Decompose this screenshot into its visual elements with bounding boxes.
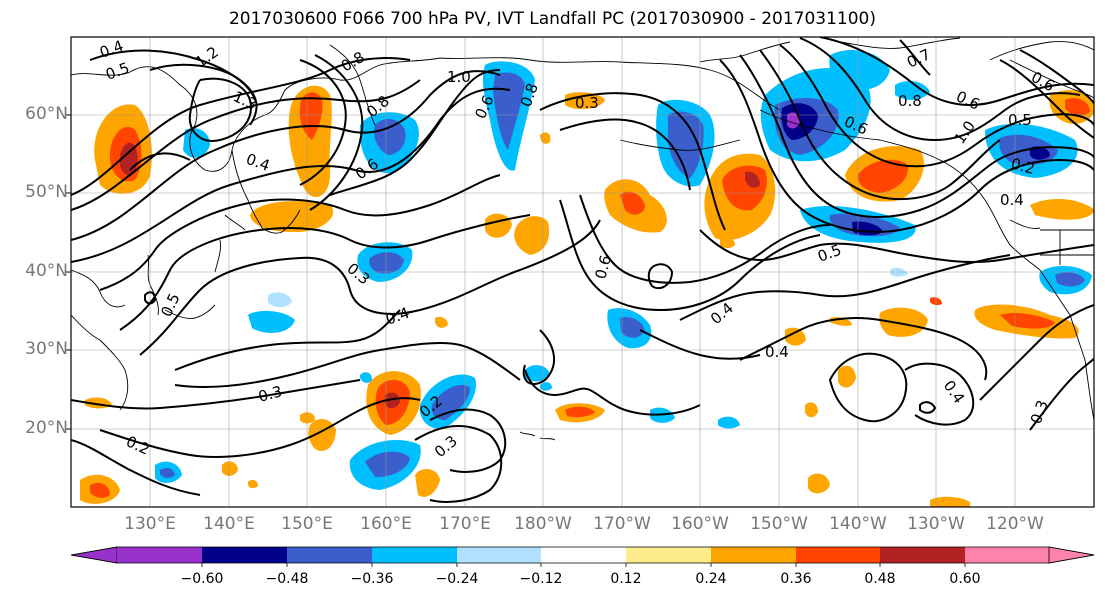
- lon-label: 160°E: [360, 514, 412, 534]
- lat-ticks: [66, 114, 71, 430]
- contour-label: 0.5: [103, 59, 132, 84]
- colorbar-tick-label: −0.60: [180, 571, 224, 587]
- colorbar-segment: [626, 547, 711, 563]
- colorbar-tick-label: −0.12: [519, 571, 563, 587]
- colorbar-segment: [287, 547, 372, 563]
- colorbar-segment: [796, 547, 880, 563]
- contour-label: 0.2: [123, 432, 152, 458]
- contour-label: 0.3: [575, 94, 599, 112]
- colorbar-tick-label: −0.48: [265, 571, 309, 587]
- colorbar-segment: [965, 547, 1049, 563]
- contour-label: 0.5: [157, 290, 183, 319]
- colorbar-tick-label: 0.48: [864, 571, 896, 587]
- colorbar-tick-label: −0.24: [435, 571, 479, 587]
- colorbar-tick-label: 0.36: [780, 571, 812, 587]
- contour-label: 0.6: [1028, 68, 1058, 96]
- contour-label: 0.6: [591, 253, 615, 281]
- lat-label: 60°N: [25, 104, 68, 124]
- colorbar-segment: [457, 547, 541, 563]
- contour-label: 0.4: [383, 304, 412, 329]
- lat-label: 40°N: [25, 261, 68, 281]
- lat-label: 20°N: [25, 418, 68, 438]
- colorbar-segment: [202, 547, 287, 563]
- contour-label: 0.3: [1027, 398, 1052, 427]
- contour-label: 0.8: [338, 48, 368, 76]
- lon-label: 160°W: [671, 514, 729, 534]
- lon-label: 140°E: [203, 514, 255, 534]
- lon-label: 170°E: [439, 514, 491, 534]
- colorbar-arrow-low: [70, 546, 118, 564]
- lon-label: 120°W: [986, 514, 1044, 534]
- contour-label: 0.3: [256, 382, 284, 406]
- colorbar-segment: [711, 547, 796, 563]
- contour-label: 0.4: [940, 377, 968, 407]
- colorbar-tick-label: 0.60: [949, 571, 981, 587]
- contour-label: 0.4: [765, 343, 789, 361]
- colorbar-segment: [372, 547, 457, 563]
- colorbar: [70, 546, 1095, 567]
- lat-label: 30°N: [25, 339, 68, 359]
- graticule: [71, 37, 1094, 507]
- contour-labels: 0.4 0.5 1.2 1.3 0.8 1.0 0.8 0.4 0.6 0.6 …: [97, 37, 1057, 461]
- lon-label: 170°W: [593, 514, 651, 534]
- colorbar-arrow-high: [1048, 546, 1095, 564]
- contour-label: 1.0: [447, 68, 471, 86]
- lon-label: 140°W: [829, 514, 887, 534]
- lon-label: 130°W: [907, 514, 965, 534]
- contour-label: 0.6: [953, 87, 982, 113]
- contour-label: 1.0: [951, 117, 979, 147]
- colorbar-tick-label: −0.36: [350, 571, 394, 587]
- contour-label: 0.2: [1009, 154, 1037, 178]
- contour-label: 0.4: [707, 299, 737, 328]
- colorbar-segment: [880, 547, 965, 563]
- lon-label: 180°W: [514, 514, 572, 534]
- lat-label: 50°N: [25, 182, 68, 202]
- lon-label: 150°W: [750, 514, 808, 534]
- contour-label: 0.4: [1000, 191, 1024, 209]
- colorbar-tick-label: 0.12: [610, 571, 642, 587]
- colorbar-tick-label: 0.24: [695, 571, 727, 587]
- ivt-contours: [71, 37, 1094, 503]
- lon-label: 130°E: [124, 514, 176, 534]
- contour-label: 0.4: [97, 37, 126, 62]
- colorbar-segment: [117, 547, 202, 563]
- colorbar-segment: [541, 547, 626, 563]
- pv-shading: [80, 50, 1094, 507]
- map-title: 2017030600 F066 700 hPa PV, IVT Landfall…: [228, 9, 876, 29]
- contour-label: 0.4: [244, 150, 273, 175]
- contour-label: 0.3: [431, 432, 461, 461]
- contour-label: 0.5: [1008, 111, 1032, 129]
- contour-label: 0.8: [898, 92, 922, 110]
- lon-label: 150°E: [281, 514, 333, 534]
